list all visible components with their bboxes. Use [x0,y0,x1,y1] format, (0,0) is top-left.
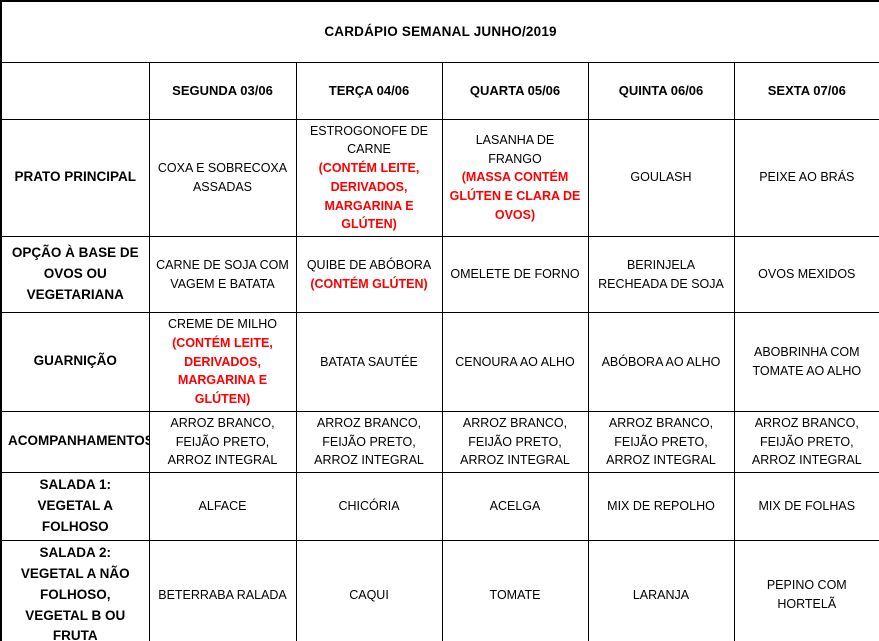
menu-item-text: CARNE DE SOJA COM VAGEM E BATATA [156,257,289,291]
menu-item-cell: COXA E SOBRECOXA ASSADAS [148,118,297,237]
menu-item-cell: ARROZ BRANCO, FEIJÃO PRETO, ARROZ INTEGR… [148,410,297,474]
day-header: SEXTA 07/06 [733,61,879,120]
menu-item-text: OMELETE DE FORNO [450,267,580,282]
menu-item-cell: PEPINO COM HORTELÃ [733,539,879,641]
menu-item-text: GOULASH [630,170,692,185]
row-label: OPÇÃO À BASE DE OVOS OU VEGETARIANA [0,236,150,313]
menu-item-text: ABOBRINHA COM TOMATE AO ALHO [752,345,862,378]
menu-item-cell: ACELGA [441,472,589,541]
menu-item-cell: MIX DE REPOLHO [587,472,735,541]
table-row: OPÇÃO À BASE DE OVOS OU VEGETARIANA CARNE… [0,236,879,313]
menu-item-cell: ABÓBORA AO ALHO [587,312,735,412]
menu-item-text: COXA E SOBRECOXA ASSADAS [157,161,288,194]
menu-item-text: OVOS MEXIDOS [758,267,856,282]
menu-item-cell: OMELETE DE FORNO [441,236,589,313]
menu-item-cell: BERINJELA RECHEADA DE SOJA [587,236,735,313]
menu-item-text: BETERRABA RALADA [158,587,287,602]
menu-item-cell: ESTROGONOFE DE CARNE (CONTÉM LEITE, DERIV… [295,118,443,237]
row-label: GUARNIÇÃO [0,312,150,412]
menu-item-cell: ABOBRINHA COM TOMATE AO ALHO [733,312,879,412]
table-row: SALADA 2: VEGETAL A NÃO FOLHOSO, VEGETAL… [0,539,879,641]
menu-item-cell: LASANHA DE FRANGO (MASSA CONTÉM GLÚTEN E … [441,118,589,237]
menu-item-text: ACELGA [489,499,541,513]
day-header: SEGUNDA 03/06 [148,61,297,120]
menu-item-cell: ARROZ BRANCO, FEIJÃO PRETO, ARROZ INTEGR… [441,410,589,474]
menu-item-text: ESTROGONOFE DE CARNE [309,123,429,157]
menu-item-cell: CHICÓRIA [295,472,443,541]
menu-item-text: ARROZ BRANCO, FEIJÃO PRETO, ARROZ INTEGR… [167,415,278,468]
row-label: PRATO PRINCIPAL [0,118,150,237]
menu-item-cell: ALFACE [148,472,297,541]
menu-item-text: ABÓBORA AO ALHO [601,354,721,369]
menu-item-text: PEIXE AO BRÁS [759,170,855,185]
menu-item-text: ARROZ BRANCO, FEIJÃO PRETO, ARROZ INTEGR… [314,415,424,468]
menu-item-text: ARROZ BRANCO, FEIJÃO PRETO, ARROZ INTEGR… [606,415,716,468]
table-row: SALADA 1: VEGETAL A FOLHOSO ALFACE CHICÓRI… [0,472,879,541]
menu-item-text: CHICÓRIA [338,499,400,513]
menu-item-cell: ARROZ BRANCO, FEIJÃO PRETO, ARROZ INTEGR… [733,410,879,474]
page-title: CARDÁPIO SEMANAL JUNHO/2019 [0,0,879,63]
allergen-warning-text: (MASSA CONTÉM GLÚTEN E CLARA DE OVOS) [449,170,581,222]
day-header: TERÇA 04/06 [295,61,443,120]
menu-item-cell: QUIBE DE ABÓBORA (CONTÉM GLÚTEN) [295,236,443,313]
menu-item-cell: OVOS MEXIDOS [733,236,879,313]
day-header: QUINTA 06/06 [587,61,735,120]
menu-item-text: ALFACE [198,499,247,513]
day-header: QUARTA 05/06 [441,61,589,120]
menu-item-text: BATATA SAUTÉE [320,354,418,369]
table-row: PRATO PRINCIPAL COXA E SOBRECOXA ASSADAS E… [0,118,879,237]
menu-item-text: MIX DE REPOLHO [607,499,715,513]
row-label: SALADA 1: VEGETAL A FOLHOSO [0,472,150,541]
menu-item-cell: BATATA SAUTÉE [295,312,443,412]
menu-item-text: CREME DE MILHO [167,317,278,331]
menu-item-text: ARROZ BRANCO, FEIJÃO PRETO, ARROZ INTEGR… [751,415,862,468]
menu-item-cell: CREME DE MILHO (CONTÉM LEITE, DERIVADOS, … [148,312,297,412]
menu-item-cell: BETERRABA RALADA [148,539,297,641]
menu-item-cell: CAQUI [295,539,443,641]
title-row: CARDÁPIO SEMANAL JUNHO/2019 [0,0,879,63]
menu-item-cell: MIX DE FOLHAS [733,472,879,541]
menu-item-cell: PEIXE AO BRÁS [733,118,879,237]
menu-item-cell: LARANJA [587,539,735,641]
allergen-warning-text: (CONTÉM GLÚTEN) [310,276,428,291]
table-row: GUARNIÇÃO CREME DE MILHO (CONTÉM LEITE, DE… [0,312,879,412]
allergen-warning-text: (CONTÉM LEITE, DERIVADOS, MARGARINA E GL… [172,335,273,406]
menu-item-text: CENOURA AO ALHO [455,354,575,369]
menu-item-text: TOMATE [489,587,541,602]
table-row: ACOMPANHAMENTOS ARROZ BRANCO, FEIJÃO PRET… [0,410,879,474]
row-label: ACOMPANHAMENTOS [0,410,150,474]
corner-empty-cell [0,61,150,120]
row-label: SALADA 2: VEGETAL A NÃO FOLHOSO, VEGETAL… [0,539,150,641]
menu-item-cell: CARNE DE SOJA COM VAGEM E BATATA [148,236,297,313]
menu-item-text: MIX DE FOLHAS [758,499,856,513]
menu-item-cell: ARROZ BRANCO, FEIJÃO PRETO, ARROZ INTEGR… [587,410,735,474]
menu-item-cell: CENOURA AO ALHO [441,312,589,412]
menu-item-cell: ARROZ BRANCO, FEIJÃO PRETO, ARROZ INTEGR… [295,410,443,474]
menu-item-text: BERINJELA RECHEADA DE SOJA [598,257,724,291]
menu-item-text: QUIBE DE ABÓBORA [306,257,432,272]
menu-item-text: LASANHA DE FRANGO [475,132,555,166]
menu-item-text: LARANJA [632,587,690,602]
menu-item-text: PEPINO COM HORTELÃ [766,578,847,612]
allergen-warning-text: (CONTÉM LEITE, DERIVADOS, MARGARINA E GL… [318,161,420,232]
menu-item-cell: GOULASH [587,118,735,237]
menu-item-cell: TOMATE [441,539,589,641]
menu-item-text: CAQUI [349,587,389,602]
day-header-row: SEGUNDA 03/06 TERÇA 04/06 QUARTA 05/06 QUIN… [0,61,879,120]
menu-item-text: ARROZ BRANCO, FEIJÃO PRETO, ARROZ INTEGR… [460,415,570,468]
